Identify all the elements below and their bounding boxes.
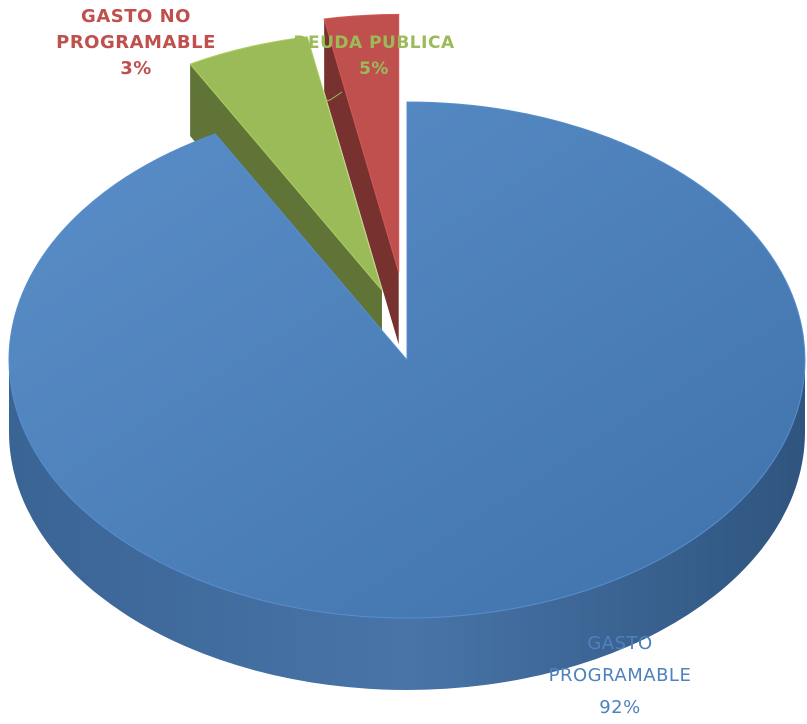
slice-gasto-programable <box>8 101 806 619</box>
label-deuda-publica: DEUDA PUBLICA 5% <box>264 30 484 82</box>
label-gasto-no-programable-value: 3% <box>120 58 152 79</box>
slice-side-gasto-programable <box>9 360 805 690</box>
slice-deuda-publica <box>189 36 383 291</box>
label-gasto-no-programable-line1: GASTO NO <box>81 6 191 27</box>
label-deuda-publica-line1: DEUDA PUBLICA <box>293 33 455 53</box>
slice-cut-face-gasto-no-programable-0 <box>324 18 399 345</box>
label-gasto-programable: GASTO PROGRAMABLE 92% <box>500 628 740 724</box>
slice-gasto-no-programable <box>323 13 400 273</box>
label-gasto-programable-value: 92% <box>599 697 641 718</box>
label-gasto-no-programable: GASTO NO PROGRAMABLE 3% <box>36 4 236 82</box>
label-gasto-no-programable-line2: PROGRAMABLE <box>56 32 216 53</box>
leader-line-deuda-publica <box>309 91 343 105</box>
label-gasto-programable-line2: PROGRAMABLE <box>548 665 692 686</box>
label-gasto-programable-line1: GASTO <box>587 633 653 654</box>
label-deuda-publica-value: 5% <box>359 59 389 79</box>
